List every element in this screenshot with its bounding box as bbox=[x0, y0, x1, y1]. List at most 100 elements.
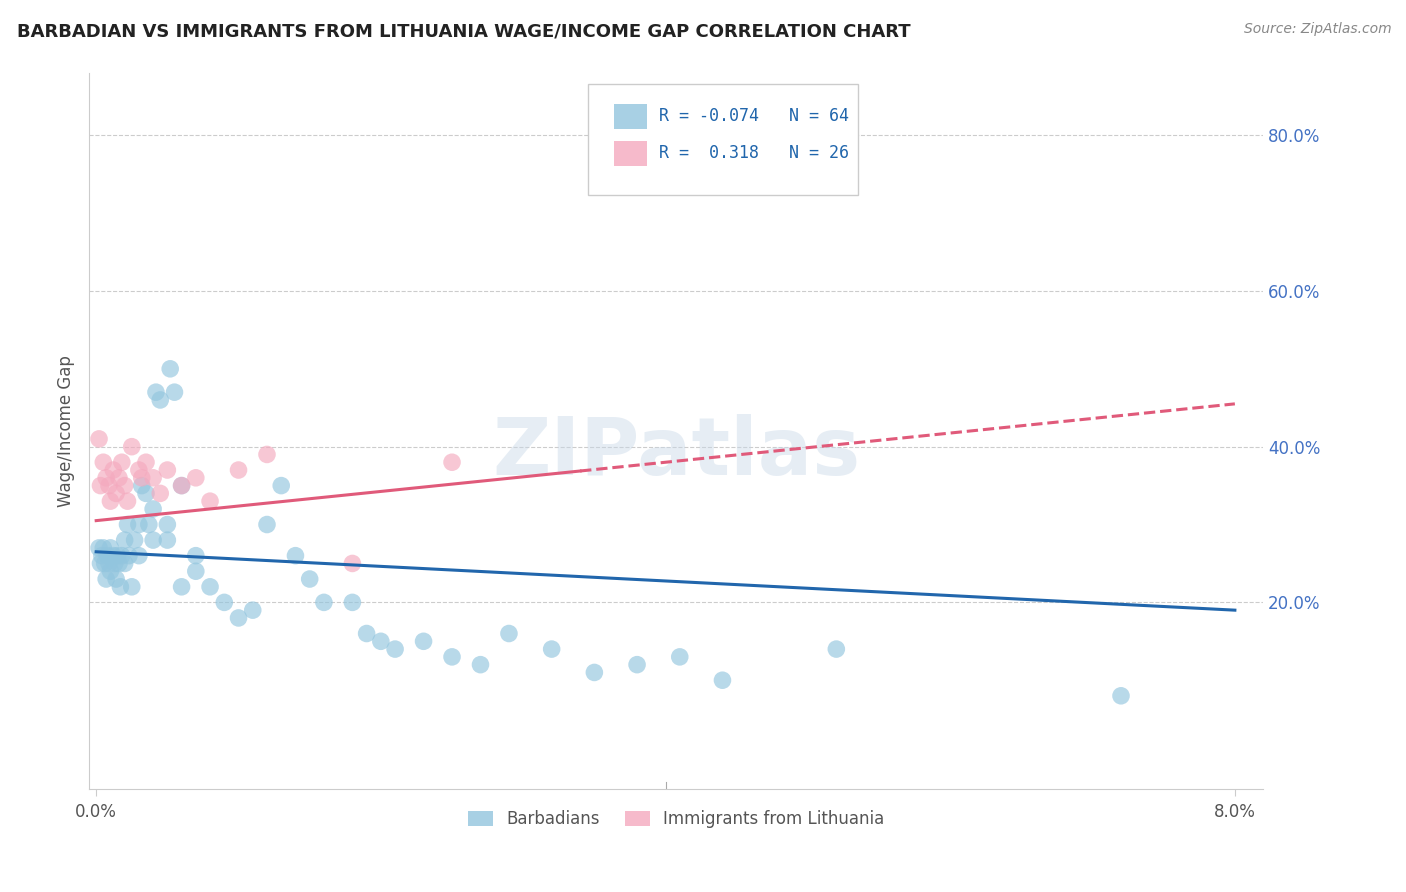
Text: R =  0.318   N = 26: R = 0.318 N = 26 bbox=[658, 145, 849, 162]
Y-axis label: Wage/Income Gap: Wage/Income Gap bbox=[58, 355, 75, 507]
Point bbox=[342, 557, 364, 571]
Point bbox=[142, 533, 165, 547]
Point bbox=[1109, 689, 1132, 703]
Point bbox=[198, 580, 221, 594]
Point bbox=[156, 533, 179, 547]
Point bbox=[107, 549, 129, 563]
FancyBboxPatch shape bbox=[614, 103, 647, 128]
Point bbox=[104, 557, 127, 571]
Point bbox=[184, 564, 207, 578]
Point bbox=[470, 657, 492, 672]
Point bbox=[93, 557, 115, 571]
Point bbox=[111, 549, 134, 563]
Point bbox=[825, 642, 848, 657]
Point bbox=[170, 478, 193, 492]
Point bbox=[214, 595, 236, 609]
Point bbox=[142, 471, 165, 485]
Point bbox=[583, 665, 606, 680]
Point bbox=[117, 494, 139, 508]
Point bbox=[256, 517, 278, 532]
Point bbox=[105, 486, 128, 500]
Point bbox=[370, 634, 392, 648]
Point bbox=[412, 634, 434, 648]
Point bbox=[149, 486, 172, 500]
Point bbox=[128, 549, 150, 563]
Point bbox=[440, 455, 463, 469]
FancyBboxPatch shape bbox=[588, 84, 858, 194]
Point bbox=[184, 471, 207, 485]
Point bbox=[342, 595, 364, 609]
Point bbox=[131, 471, 153, 485]
Point bbox=[97, 549, 120, 563]
Point bbox=[668, 649, 690, 664]
Point bbox=[198, 494, 221, 508]
Point bbox=[440, 649, 463, 664]
Point bbox=[100, 494, 122, 508]
Point bbox=[145, 385, 167, 400]
Point bbox=[91, 455, 114, 469]
Point bbox=[256, 447, 278, 461]
Point bbox=[111, 455, 134, 469]
Point bbox=[711, 673, 734, 688]
Point bbox=[149, 392, 172, 407]
Point bbox=[110, 580, 132, 594]
Point bbox=[298, 572, 321, 586]
Point bbox=[312, 595, 335, 609]
Legend: Barbadians, Immigrants from Lithuania: Barbadians, Immigrants from Lithuania bbox=[461, 804, 891, 835]
Point bbox=[242, 603, 264, 617]
Point bbox=[103, 549, 125, 563]
Point bbox=[118, 549, 141, 563]
Point bbox=[98, 557, 121, 571]
Point bbox=[91, 541, 114, 555]
Point bbox=[135, 455, 157, 469]
Point bbox=[121, 440, 143, 454]
Point bbox=[135, 486, 157, 500]
Point bbox=[100, 541, 122, 555]
Point bbox=[184, 549, 207, 563]
Point bbox=[270, 478, 292, 492]
Text: R = -0.074   N = 64: R = -0.074 N = 64 bbox=[658, 107, 849, 125]
Text: BARBADIAN VS IMMIGRANTS FROM LITHUANIA WAGE/INCOME GAP CORRELATION CHART: BARBADIAN VS IMMIGRANTS FROM LITHUANIA W… bbox=[17, 22, 911, 40]
Point bbox=[90, 549, 112, 563]
Point bbox=[87, 432, 110, 446]
Point bbox=[540, 642, 562, 657]
Point bbox=[105, 572, 128, 586]
Point bbox=[159, 361, 181, 376]
Point bbox=[117, 517, 139, 532]
Point bbox=[228, 611, 250, 625]
Point bbox=[114, 478, 136, 492]
Text: Source: ZipAtlas.com: Source: ZipAtlas.com bbox=[1244, 22, 1392, 37]
Point bbox=[124, 533, 146, 547]
Text: ZIPatlas: ZIPatlas bbox=[492, 414, 860, 491]
Point bbox=[356, 626, 378, 640]
Point bbox=[121, 580, 143, 594]
Point bbox=[131, 478, 153, 492]
Point bbox=[114, 533, 136, 547]
Point bbox=[156, 463, 179, 477]
Point bbox=[108, 471, 131, 485]
FancyBboxPatch shape bbox=[614, 141, 647, 166]
Point bbox=[128, 463, 150, 477]
Point bbox=[163, 385, 186, 400]
Point bbox=[498, 626, 520, 640]
Point bbox=[94, 471, 117, 485]
Point bbox=[384, 642, 406, 657]
Point bbox=[100, 564, 122, 578]
Point bbox=[89, 557, 111, 571]
Point bbox=[228, 463, 250, 477]
Point bbox=[138, 517, 160, 532]
Point bbox=[626, 657, 648, 672]
Point bbox=[170, 478, 193, 492]
Point bbox=[170, 580, 193, 594]
Point bbox=[284, 549, 307, 563]
Point bbox=[87, 541, 110, 555]
Point bbox=[98, 478, 121, 492]
Point bbox=[94, 572, 117, 586]
Point bbox=[142, 502, 165, 516]
Point bbox=[156, 517, 179, 532]
Point bbox=[89, 478, 111, 492]
Point bbox=[128, 517, 150, 532]
Point bbox=[103, 463, 125, 477]
Point bbox=[114, 557, 136, 571]
Point bbox=[108, 557, 131, 571]
